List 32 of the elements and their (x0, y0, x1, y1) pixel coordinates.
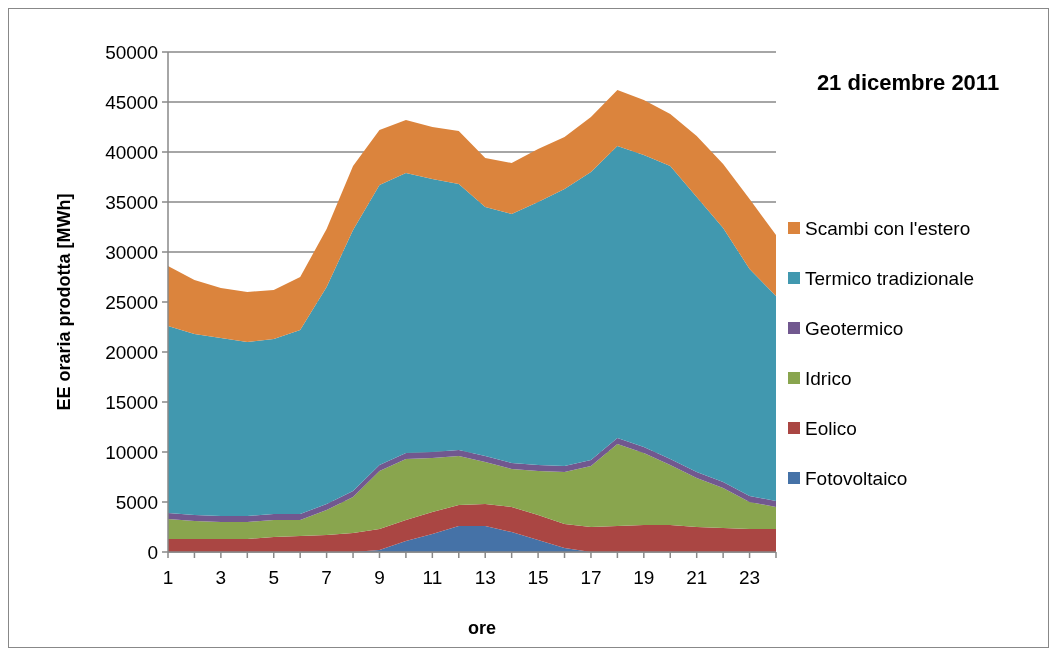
y-tick-label: 35000 (105, 191, 158, 213)
x-tick-label: 19 (633, 567, 655, 588)
y-tick-label: 25000 (105, 291, 158, 313)
y-tick-label: 0 (147, 541, 158, 563)
x-tick-label: 5 (268, 567, 280, 588)
y-tick-label: 45000 (105, 91, 158, 113)
y-tick-label: 20000 (105, 341, 158, 363)
legend-label: Fotovoltaico (805, 467, 908, 489)
x-tick-label: 15 (527, 567, 549, 588)
x-axis-title: ore (467, 618, 497, 638)
x-tick-label: 11 (422, 567, 443, 588)
x-tick-label: 1 (162, 567, 174, 588)
x-tick-label: 3 (215, 567, 227, 588)
legend-label: Termico tradizionale (805, 267, 974, 289)
y-tick-label: 5000 (115, 491, 158, 513)
x-tick-label: 23 (738, 567, 761, 588)
x-tick-label: 7 (321, 567, 332, 588)
y-axis-title: EE oraria prodotta [MWh] (54, 193, 74, 411)
x-tick-label: 17 (580, 567, 602, 588)
y-tick-label: 50000 (105, 41, 158, 63)
x-tick-label: 21 (686, 567, 708, 588)
legend-label: Eolico (805, 417, 857, 439)
x-tick-label: 13 (474, 567, 496, 588)
y-tick-label: 15000 (105, 391, 158, 413)
y-tick-label: 10000 (105, 441, 158, 463)
y-tick-label: 40000 (105, 141, 158, 163)
legend-label: Scambi con l'estero (805, 217, 971, 239)
y-tick-label: 30000 (105, 241, 158, 263)
text: 21 dicembre 2011 (816, 70, 1000, 95)
legend-label: Idrico (805, 367, 852, 389)
x-tick-label: 9 (374, 567, 385, 588)
legend-label: Geotermico (805, 317, 904, 339)
